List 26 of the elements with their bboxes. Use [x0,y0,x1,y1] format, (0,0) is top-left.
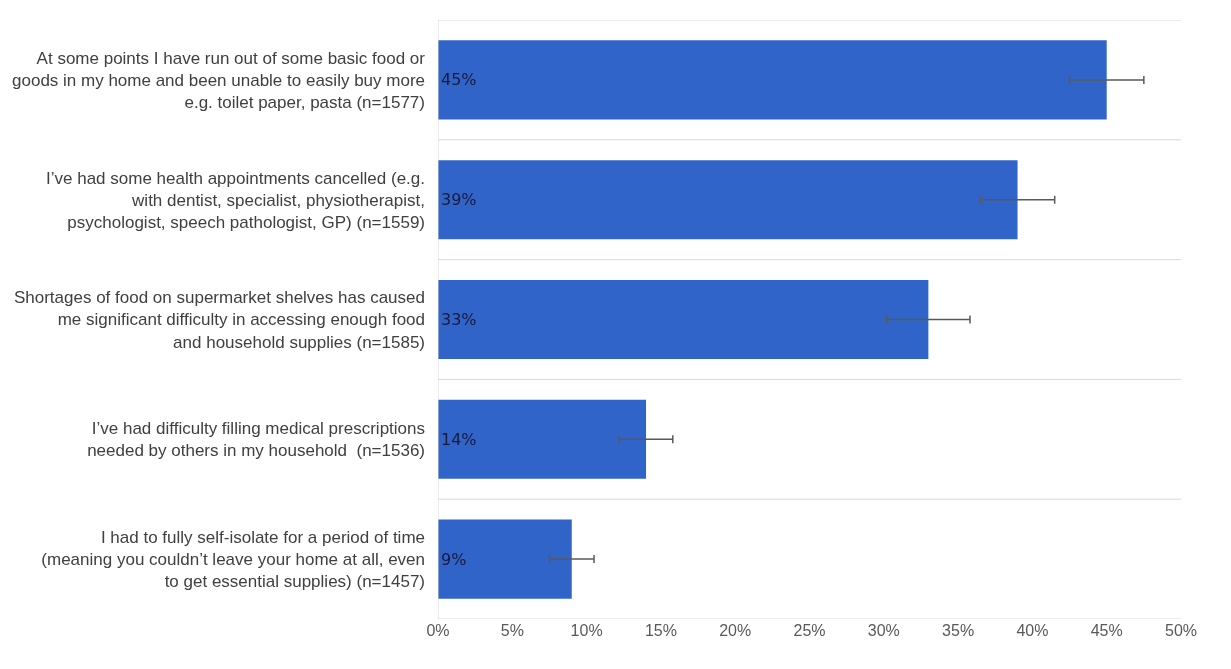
y-tick-label: Shortages of food on supermarket shelves has caused me significant difficulty in accessing enough food and household supplies (n=1585) [13,288,425,352]
data-label: 33% [441,310,477,329]
x-tick-label: 20% [719,622,752,639]
x-tick-label: 45% [1090,622,1123,639]
y-tick-label: At some points I have run out of some basic food or goods in my home and been unable to easily buy more e.g. toilet paper, pasta (n=1577) [12,48,426,112]
x-tick-label: 30% [867,622,900,639]
data-label: 39% [441,190,477,210]
y-tick-label: I had to fully self-isolate for a period of time (meaning you couldn’t leave your home at all, even to get essential supplies) (n=1457) [41,527,425,592]
x-tick-label: 5% [500,622,524,639]
x-tick-label: 25% [793,622,826,639]
x-tick-label: 0% [426,622,450,639]
x-tick-label: 50% [1164,622,1198,639]
bar [438,40,1107,120]
bar [438,279,929,360]
x-tick-label: 40% [1016,622,1049,639]
data-label: 45% [441,70,477,90]
y-tick-label: I’ve had some health appointments cancelled (e.g. with dentist, specialist, physiotherapist, psychologist, speech pathologist, GP) (n=1559) [46,168,425,232]
x-tick-label: 15% [644,622,677,639]
bar [438,399,647,479]
data-label: 14% [441,429,477,449]
bar [438,519,572,599]
x-tick-label: 35% [942,622,975,639]
y-tick-label: I’ve had difficulty filling medical prescriptions needed by others in my household (n=1536) [87,419,425,461]
x-tick-label: 10% [570,622,603,639]
bar [438,160,1018,240]
data-label: 9% [441,549,467,569]
